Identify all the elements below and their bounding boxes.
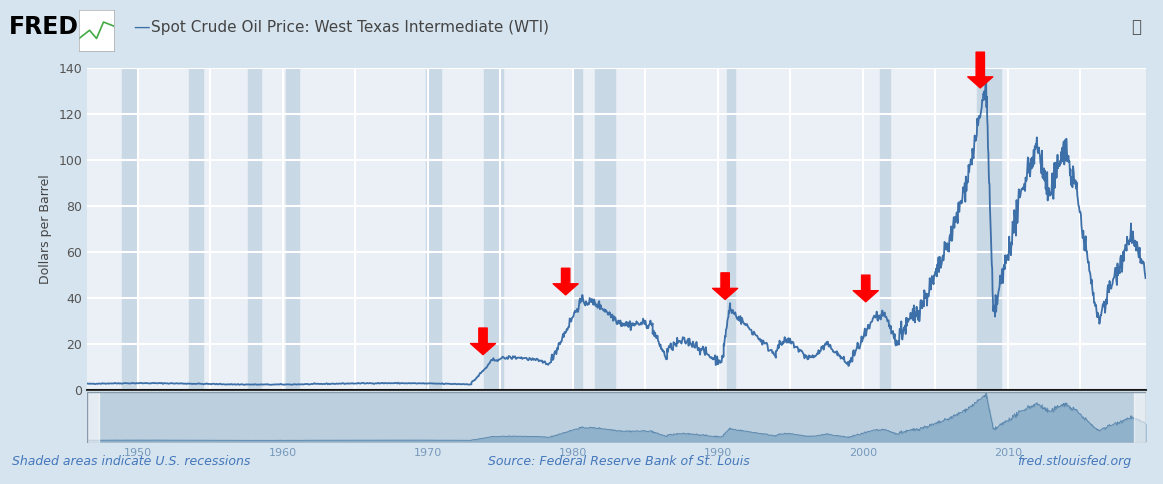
Bar <box>122 68 136 390</box>
Bar <box>727 68 735 390</box>
Text: —: — <box>134 18 150 36</box>
Bar <box>188 68 204 390</box>
Bar <box>977 68 1000 390</box>
Bar <box>594 68 615 390</box>
Y-axis label: Dollars per Barrel: Dollars per Barrel <box>38 174 51 284</box>
Bar <box>485 68 504 390</box>
Text: fred.stlouisfed.org: fred.stlouisfed.org <box>1018 455 1132 468</box>
Text: Source: Federal Reserve Bank of St. Louis: Source: Federal Reserve Bank of St. Loui… <box>488 455 750 468</box>
Text: Shaded areas indicate U.S. recessions: Shaded areas indicate U.S. recessions <box>12 455 250 468</box>
Bar <box>248 68 262 390</box>
Text: FRED: FRED <box>9 15 79 39</box>
Text: ⤢: ⤢ <box>1132 18 1141 36</box>
Bar <box>1134 392 1146 443</box>
Bar <box>87 392 99 443</box>
Bar <box>286 68 299 390</box>
Bar <box>880 68 891 390</box>
Bar <box>573 68 582 390</box>
Text: Spot Crude Oil Price: West Texas Intermediate (WTI): Spot Crude Oil Price: West Texas Interme… <box>151 20 549 35</box>
Bar <box>427 68 441 390</box>
